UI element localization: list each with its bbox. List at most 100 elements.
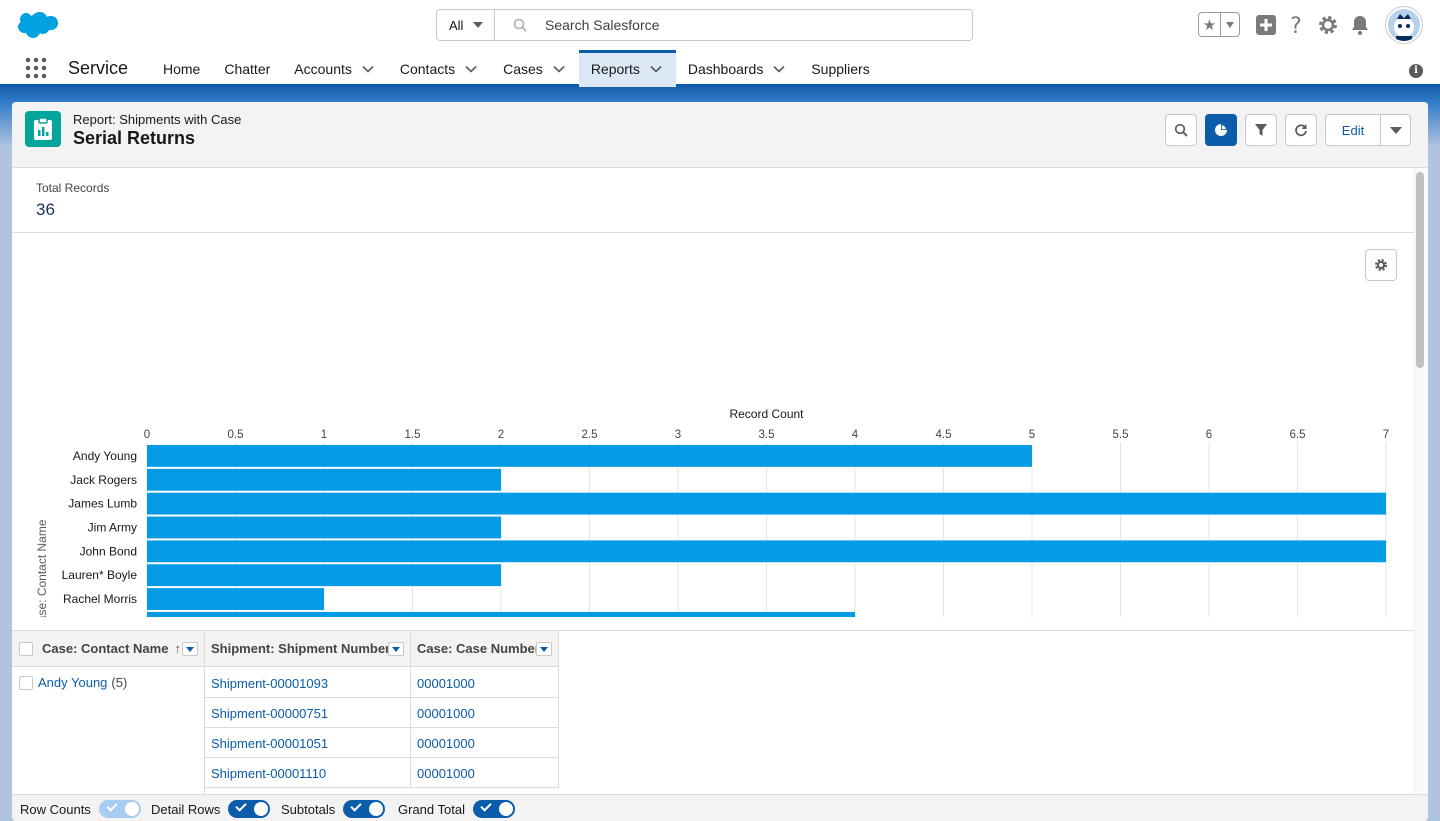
toggle-switch[interactable]	[472, 800, 515, 818]
report-footer-toggles: Row Counts Detail Rows Subtotals Grand T…	[12, 794, 1428, 821]
chevron-down-icon[interactable]	[648, 61, 664, 77]
bar[interactable]	[147, 588, 324, 610]
x-tick-label: 7	[1383, 429, 1389, 441]
shipment-number-link[interactable]: Shipment-00001093	[205, 668, 411, 698]
search-scope-select[interactable]: All	[437, 10, 495, 40]
case-number-link[interactable]: 00001000	[411, 668, 559, 698]
group-checkbox[interactable]	[19, 675, 33, 690]
grand-total-toggle[interactable]: Grand Total	[398, 800, 515, 818]
edit-menu-button[interactable]	[1381, 115, 1410, 145]
pie-chart-icon	[1215, 124, 1227, 136]
shipment-number-link[interactable]: Shipment-00000751	[205, 698, 411, 728]
case-number-link[interactable]: 00001000	[411, 758, 559, 788]
nav-tab-home[interactable]: Home	[151, 50, 212, 87]
column-header-shipment-number[interactable]: Shipment: Shipment Number	[205, 631, 411, 667]
app-name: Service	[68, 58, 129, 78]
checkmark-icon	[106, 800, 118, 812]
x-tick-label: 1.5	[405, 429, 421, 441]
x-tick-label: 5.5	[1113, 429, 1129, 441]
bar[interactable]	[147, 540, 1386, 563]
subtotals-toggle[interactable]: Subtotals	[281, 800, 386, 818]
app-launcher-icon[interactable]	[25, 57, 47, 79]
toggle-chart-button[interactable]	[1205, 114, 1237, 146]
favorites-menu-button[interactable]	[1221, 13, 1239, 36]
bar[interactable]	[147, 516, 501, 539]
x-tick-label: 0	[144, 429, 150, 441]
shipment-number-link[interactable]: Shipment-00001051	[205, 728, 411, 758]
nav-tab-suppliers[interactable]: Suppliers	[799, 50, 881, 87]
group-contact-link[interactable]: Andy Young	[38, 675, 108, 690]
x-tick-label: 6	[1206, 429, 1212, 441]
nav-tab-label: Contacts	[399, 60, 456, 77]
column-header-label: Shipment: Shipment Number	[211, 641, 391, 656]
case-number-link[interactable]: 00001000	[411, 698, 559, 728]
report-icon	[25, 111, 61, 147]
column-header-label: Case: Case Number	[417, 641, 540, 656]
toggle-switch[interactable]	[228, 800, 271, 818]
search-report-button[interactable]	[1165, 114, 1197, 146]
sort-ascending-icon[interactable]: ↑	[174, 641, 181, 656]
column-header-case-number[interactable]: Case: Case Number	[411, 631, 559, 667]
scrollbar-thumb[interactable]	[1416, 172, 1424, 368]
bar[interactable]	[147, 492, 1386, 515]
help-icon[interactable]: ?	[1285, 14, 1307, 36]
nav-tab-reports[interactable]: Reports	[578, 50, 676, 87]
select-all-checkbox[interactable]	[19, 641, 33, 656]
notifications-bell-icon[interactable]	[1349, 14, 1371, 36]
column-header-contact-name[interactable]: Case: Contact Name ↑	[12, 631, 205, 667]
salesforce-logo[interactable]	[16, 10, 58, 40]
column-menu-button[interactable]	[388, 642, 404, 656]
chevron-down-icon	[473, 22, 484, 28]
report-type-label: Report: Shipments with Case	[73, 112, 242, 127]
user-avatar[interactable]	[1386, 7, 1422, 43]
column-menu-button[interactable]	[536, 642, 552, 656]
x-tick-label: 3.5	[759, 429, 775, 441]
chevron-down-icon[interactable]	[463, 61, 479, 77]
category-label: Jack Rogers	[70, 473, 137, 487]
search-input[interactable]: Search Salesforce	[495, 10, 972, 40]
bar[interactable]	[147, 445, 1032, 467]
category-label: Lauren* Boyle	[62, 568, 138, 582]
nav-tab-chatter[interactable]: Chatter	[212, 50, 282, 87]
filter-icon	[1255, 124, 1267, 136]
x-tick-label: 1	[321, 429, 327, 441]
shipment-number-link[interactable]: Shipment-00001110	[205, 758, 411, 788]
report-header: Report: Shipments with Case Serial Retur…	[12, 102, 1428, 168]
x-tick-label: 0.5	[228, 429, 244, 441]
column-menu-button[interactable]	[182, 642, 198, 656]
refresh-button[interactable]	[1285, 114, 1317, 146]
row-counts-toggle[interactable]: Row Counts	[20, 800, 141, 818]
detail-rows-toggle[interactable]: Detail Rows	[151, 800, 271, 818]
edit-button[interactable]: Edit	[1326, 115, 1381, 145]
favorites-button-group: ★	[1198, 12, 1240, 37]
bar[interactable]	[147, 611, 855, 617]
setup-gear-icon[interactable]	[1317, 14, 1339, 36]
clipboard-icon	[34, 117, 52, 140]
bar[interactable]	[147, 564, 501, 587]
filter-button[interactable]	[1245, 114, 1277, 146]
category-label: James Lumb	[68, 497, 137, 511]
bar[interactable]	[147, 468, 501, 491]
chevron-down-icon	[1389, 126, 1402, 134]
chevron-down-icon	[1226, 21, 1234, 28]
add-icon[interactable]	[1255, 14, 1277, 36]
x-tick-label: 4	[852, 429, 859, 441]
case-number-link[interactable]: 00001000	[411, 728, 559, 758]
info-icon[interactable]: i	[1409, 64, 1423, 78]
nav-tab-dashboards[interactable]: Dashboards	[676, 50, 800, 87]
edit-button-group: Edit	[1325, 114, 1411, 146]
chevron-down-icon[interactable]	[551, 61, 567, 77]
gear-icon	[1375, 259, 1387, 271]
nav-tab-contacts[interactable]: Contacts	[388, 50, 491, 87]
toggle-knob	[369, 802, 384, 816]
nav-tab-accounts[interactable]: Accounts	[282, 50, 388, 87]
favorites-star-icon[interactable]: ★	[1199, 13, 1221, 36]
chevron-down-icon[interactable]	[771, 61, 787, 77]
toggle-switch[interactable]	[343, 800, 386, 818]
svg-text:?: ?	[1290, 14, 1302, 36]
chevron-down-icon[interactable]	[360, 61, 376, 77]
chart-settings-button[interactable]	[1365, 249, 1397, 281]
nav-tab-cases[interactable]: Cases	[491, 50, 579, 87]
checkmark-icon	[480, 800, 492, 812]
toggle-switch[interactable]	[98, 800, 141, 818]
